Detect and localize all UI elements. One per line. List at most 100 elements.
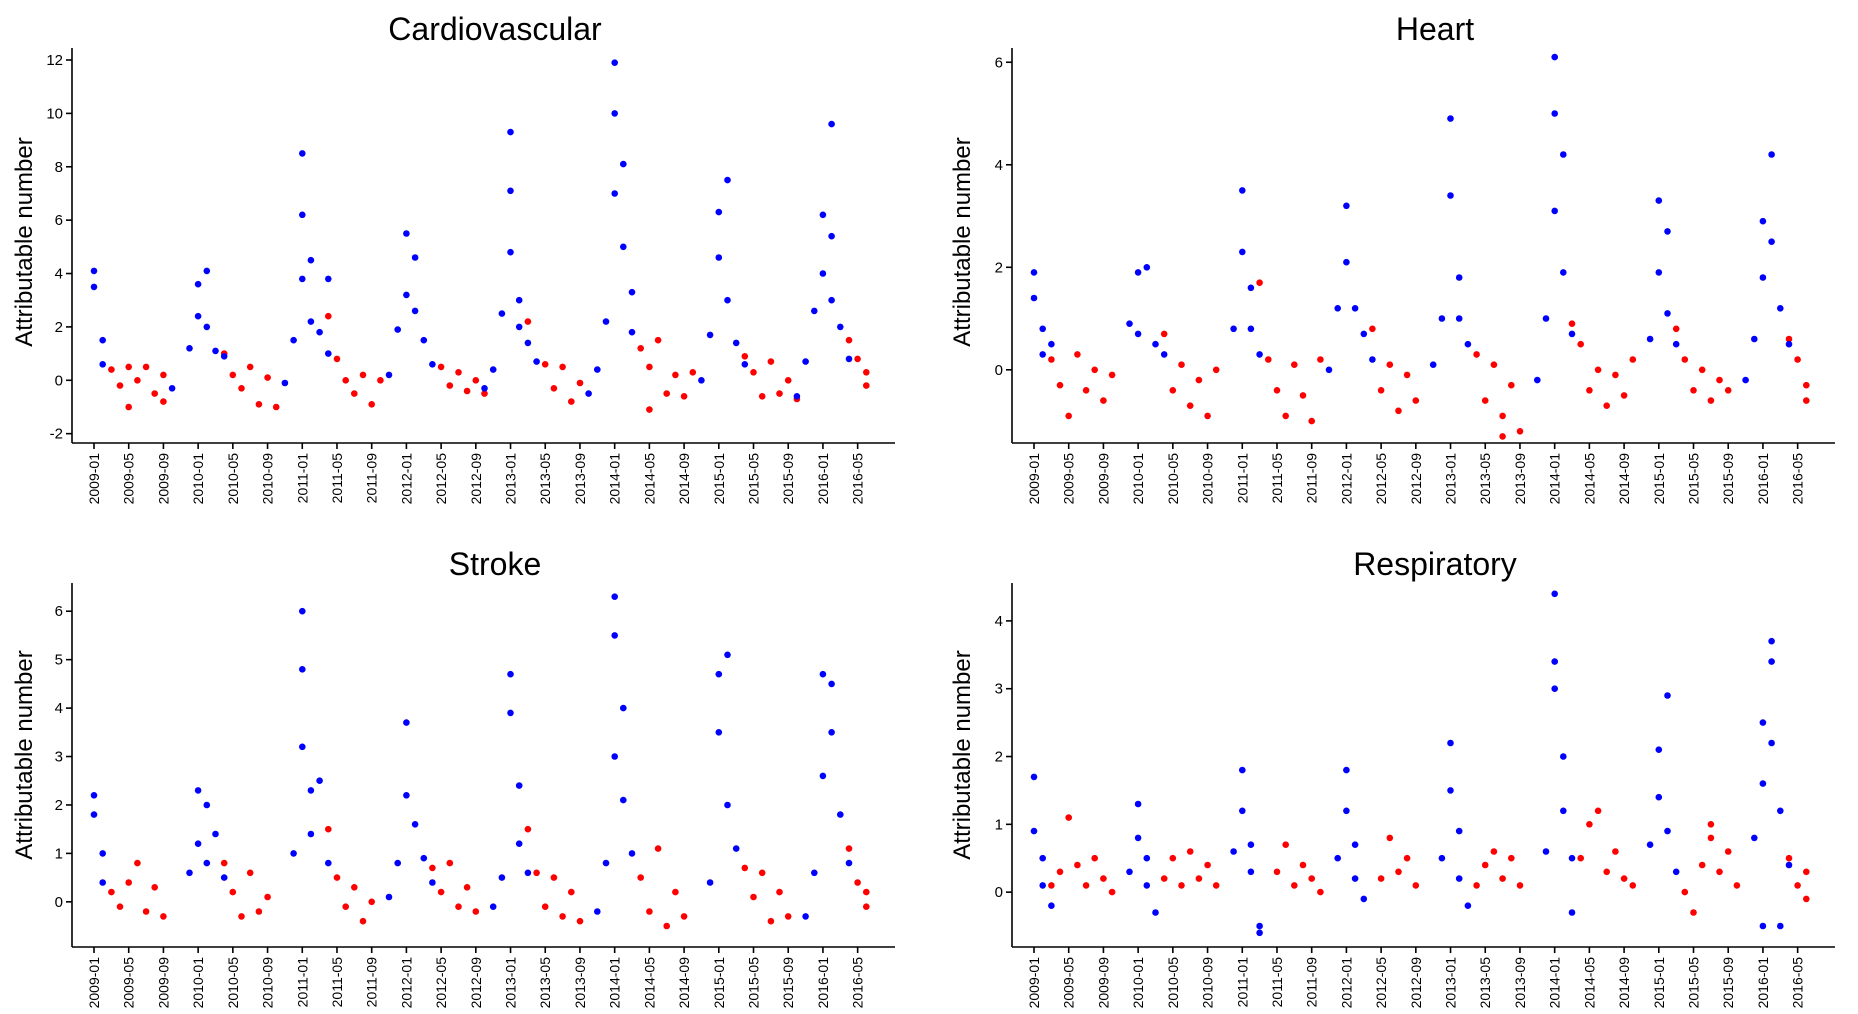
data-point-cold — [1455, 827, 1463, 835]
data-point-warm — [863, 888, 870, 896]
data-point-warm — [151, 884, 158, 891]
x-tick-label: 2010-05 — [1165, 453, 1181, 505]
data-point-cold — [299, 275, 306, 283]
x-tick-label: 2010-01 — [190, 453, 206, 505]
data-point-warm — [845, 336, 853, 344]
data-point-cold — [819, 211, 827, 219]
y-tick-label: 2 — [995, 259, 1003, 276]
x-tick-label: 2015-05 — [746, 453, 762, 505]
data-point-cold — [1672, 340, 1680, 348]
data-point-warm — [663, 922, 670, 930]
x-tick-label: 2011-01 — [1234, 453, 1250, 504]
data-point-warm — [845, 845, 853, 852]
data-point-cold — [828, 232, 835, 240]
x-tick-label: 2016-01 — [1755, 957, 1771, 1009]
data-point-cold — [507, 248, 514, 256]
data-point-warm — [359, 917, 367, 925]
data-point-warm — [1082, 882, 1090, 889]
data-point-warm — [1178, 361, 1185, 369]
data-point-warm — [854, 879, 861, 886]
y-tick-label: 4 — [995, 157, 1003, 174]
data-point-warm — [1056, 381, 1064, 389]
data-point-cold — [168, 385, 176, 392]
x-tick-label: 2012-09 — [468, 453, 484, 505]
data-point-cold — [828, 120, 835, 128]
data-point-warm — [1377, 387, 1385, 394]
data-point-cold — [1030, 269, 1038, 276]
data-point-cold — [741, 361, 749, 368]
data-point-cold — [411, 307, 419, 315]
data-point-cold — [515, 296, 523, 304]
data-point-warm — [255, 401, 263, 408]
data-point-warm — [533, 869, 540, 877]
y-axis-label: Attributable number — [949, 650, 976, 859]
data-point-cold — [811, 307, 818, 315]
data-point-cold — [620, 704, 627, 712]
data-point-cold — [299, 607, 306, 615]
x-tick-label: 2011-09 — [1304, 453, 1320, 504]
data-point-warm — [220, 859, 228, 867]
data-point-cold — [1360, 895, 1368, 903]
data-point-warm — [342, 377, 350, 384]
data-point-cold — [1048, 340, 1055, 348]
x-tick-label: 2016-05 — [1790, 453, 1806, 505]
data-point-cold — [1343, 807, 1350, 815]
data-point-warm — [1681, 888, 1689, 896]
data-point-warm — [1629, 882, 1637, 889]
data-point-cold — [1768, 151, 1775, 158]
data-point-cold — [1542, 315, 1550, 322]
data-point-cold — [706, 331, 714, 339]
data-point-cold — [1785, 861, 1793, 869]
data-point-warm — [463, 884, 471, 891]
data-point-warm — [1508, 854, 1515, 862]
data-point-warm — [1690, 387, 1697, 394]
data-point-cold — [1351, 305, 1359, 312]
data-point-cold — [1568, 909, 1576, 916]
data-point-warm — [1369, 325, 1376, 333]
data-point-cold — [1768, 637, 1775, 645]
data-point-cold — [793, 393, 801, 400]
data-point-cold — [1126, 320, 1133, 328]
x-tick-label: 2011-01 — [294, 453, 310, 504]
panel-title: Heart — [1396, 11, 1474, 47]
data-point-cold — [1030, 294, 1038, 302]
data-point-cold — [1039, 325, 1046, 333]
data-point-cold — [1239, 807, 1246, 815]
data-point-cold — [385, 893, 393, 901]
y-axis-label: Attributable number — [11, 137, 38, 346]
data-point-warm — [472, 908, 480, 915]
data-point-warm — [568, 398, 575, 405]
data-point-cold — [1759, 922, 1767, 930]
data-point-warm — [1160, 875, 1168, 882]
y-tick-label: 1 — [55, 845, 63, 862]
data-point-cold — [845, 859, 853, 867]
data-point-cold — [1030, 827, 1038, 835]
data-point-cold — [732, 845, 740, 852]
x-tick-label: 2013-01 — [1443, 957, 1459, 1009]
data-point-warm — [446, 382, 454, 389]
data-point-warm — [437, 888, 445, 896]
data-point-warm — [377, 377, 384, 384]
data-point-warm — [1794, 882, 1801, 889]
x-tick-label: 2013-09 — [572, 453, 588, 505]
data-point-cold — [533, 358, 540, 365]
data-point-warm — [1516, 882, 1524, 889]
data-point-warm — [689, 369, 697, 376]
data-point-warm — [576, 379, 584, 387]
data-point-cold — [1664, 228, 1671, 235]
data-point-warm — [1412, 397, 1420, 404]
data-point-cold — [498, 874, 506, 881]
data-point-warm — [1108, 888, 1116, 896]
data-point-cold — [837, 323, 844, 331]
data-point-cold — [299, 666, 306, 673]
data-point-cold — [1134, 800, 1142, 808]
data-point-cold — [1455, 315, 1463, 322]
data-point-cold — [1560, 151, 1567, 158]
y-tick-label: 2 — [55, 319, 63, 336]
data-point-warm — [750, 893, 757, 901]
x-tick-label: 2013-05 — [537, 957, 553, 1009]
data-point-warm — [1594, 366, 1602, 374]
data-point-warm — [264, 893, 271, 901]
data-point-cold — [628, 288, 636, 296]
data-point-warm — [654, 336, 662, 344]
